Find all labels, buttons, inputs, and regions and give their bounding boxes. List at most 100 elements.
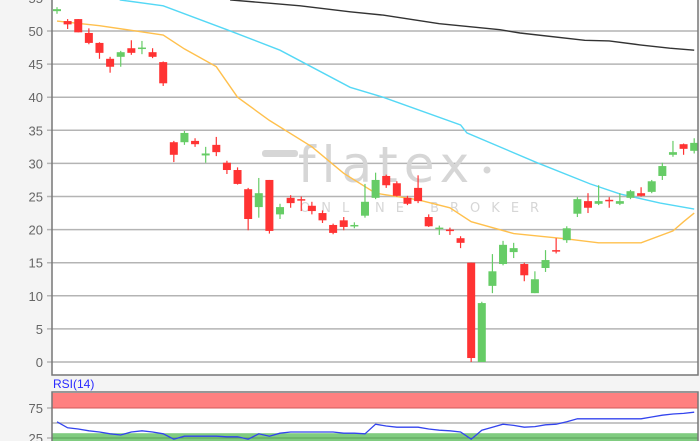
oversold-band bbox=[52, 433, 698, 441]
candle-up bbox=[435, 225, 444, 235]
candle-body bbox=[541, 260, 550, 268]
candle-body bbox=[573, 199, 582, 214]
candle-down bbox=[637, 187, 646, 197]
candlesticks bbox=[53, 7, 698, 362]
candle-body bbox=[307, 205, 316, 212]
candle-body bbox=[552, 250, 561, 252]
candle-up bbox=[360, 183, 369, 218]
candle-down bbox=[297, 196, 306, 212]
candle-down bbox=[127, 40, 136, 55]
candle-body bbox=[95, 42, 104, 53]
candle-body bbox=[690, 142, 698, 151]
candle-body bbox=[212, 144, 221, 153]
rsi-axis-labels: 75 25 bbox=[29, 401, 52, 441]
overbought-band bbox=[52, 393, 698, 408]
candle-body bbox=[244, 189, 253, 220]
candle-body bbox=[127, 48, 136, 53]
candle-up bbox=[541, 250, 550, 272]
candle-body bbox=[360, 201, 369, 216]
candle-body bbox=[276, 207, 285, 215]
candle-up bbox=[615, 193, 624, 206]
y-tick-label: 5 bbox=[36, 322, 43, 337]
candle-body bbox=[488, 271, 497, 286]
candle-down bbox=[552, 238, 561, 254]
candle-body bbox=[626, 191, 635, 198]
candle-down bbox=[212, 136, 221, 157]
candle-up bbox=[594, 185, 603, 206]
candle-body bbox=[286, 197, 295, 204]
rsi-title: RSI(14) bbox=[53, 377, 94, 391]
y-tick-label: 20 bbox=[29, 223, 43, 238]
candle-body bbox=[329, 224, 338, 233]
y-tick-label: 35 bbox=[29, 123, 43, 138]
candle-body bbox=[382, 175, 391, 186]
candle-down bbox=[584, 193, 592, 214]
candle-body bbox=[584, 201, 592, 208]
y-tick-label: 50 bbox=[29, 24, 43, 39]
candle-body bbox=[520, 264, 529, 276]
candle-body bbox=[435, 227, 444, 230]
candle-up bbox=[690, 138, 698, 154]
candle-body bbox=[74, 19, 83, 33]
candle-down bbox=[467, 262, 476, 362]
candle-body bbox=[605, 199, 614, 202]
candle-down bbox=[318, 210, 327, 223]
candle-up bbox=[350, 222, 359, 229]
candle-body bbox=[339, 220, 348, 227]
y-tick-label: 40 bbox=[29, 90, 43, 105]
candle-down bbox=[445, 227, 454, 235]
watermark-dash bbox=[262, 150, 298, 157]
candle-body bbox=[414, 187, 423, 202]
y-tick-label: 15 bbox=[29, 256, 43, 271]
watermark-dot bbox=[483, 166, 491, 174]
candle-body bbox=[668, 152, 677, 155]
candle-up bbox=[488, 254, 497, 294]
candle-up bbox=[573, 197, 582, 218]
y-tick-label: 30 bbox=[29, 156, 43, 171]
candle-body bbox=[148, 52, 157, 57]
rsi-plot-border bbox=[51, 391, 699, 441]
candle-body bbox=[191, 140, 200, 145]
candle-down bbox=[605, 197, 614, 208]
candle-body bbox=[350, 224, 359, 227]
candle-down bbox=[456, 236, 465, 249]
candle-up bbox=[530, 271, 539, 294]
candle-down bbox=[403, 195, 412, 206]
candle-body bbox=[137, 47, 146, 50]
candle-body bbox=[637, 193, 646, 196]
candle-body bbox=[456, 238, 465, 243]
candle-down bbox=[244, 187, 253, 231]
candle-down bbox=[414, 175, 423, 204]
candle-down bbox=[679, 143, 688, 155]
candle-down bbox=[63, 19, 72, 30]
candle-body bbox=[297, 199, 306, 201]
price-gridlines bbox=[47, 30, 698, 363]
candle-down bbox=[148, 48, 157, 59]
candle-body bbox=[222, 162, 231, 171]
candle-up bbox=[647, 179, 656, 194]
candle-body bbox=[84, 32, 93, 43]
candle-body bbox=[254, 193, 263, 208]
candle-up bbox=[201, 146, 210, 163]
candle-up bbox=[658, 162, 667, 180]
candle-up bbox=[276, 203, 285, 220]
rsi-line bbox=[56, 411, 695, 441]
candle-body bbox=[445, 229, 454, 232]
candle-down bbox=[329, 223, 338, 235]
candle-down bbox=[286, 195, 295, 208]
watermark-tagline: ONLINE BROKER bbox=[300, 201, 550, 216]
candle-body bbox=[53, 9, 61, 12]
rsi-tick-label: 75 bbox=[29, 401, 43, 416]
candle-body bbox=[265, 179, 274, 231]
candle-down bbox=[95, 42, 104, 59]
candle-down bbox=[392, 181, 401, 197]
candle-body bbox=[477, 303, 486, 362]
y-tick-label: 45 bbox=[29, 57, 43, 72]
candle-body bbox=[647, 181, 656, 192]
candle-up bbox=[371, 172, 380, 200]
candle-up bbox=[477, 301, 486, 362]
candle-up bbox=[499, 240, 508, 266]
candle-down bbox=[265, 179, 274, 234]
candle-body bbox=[530, 279, 539, 294]
